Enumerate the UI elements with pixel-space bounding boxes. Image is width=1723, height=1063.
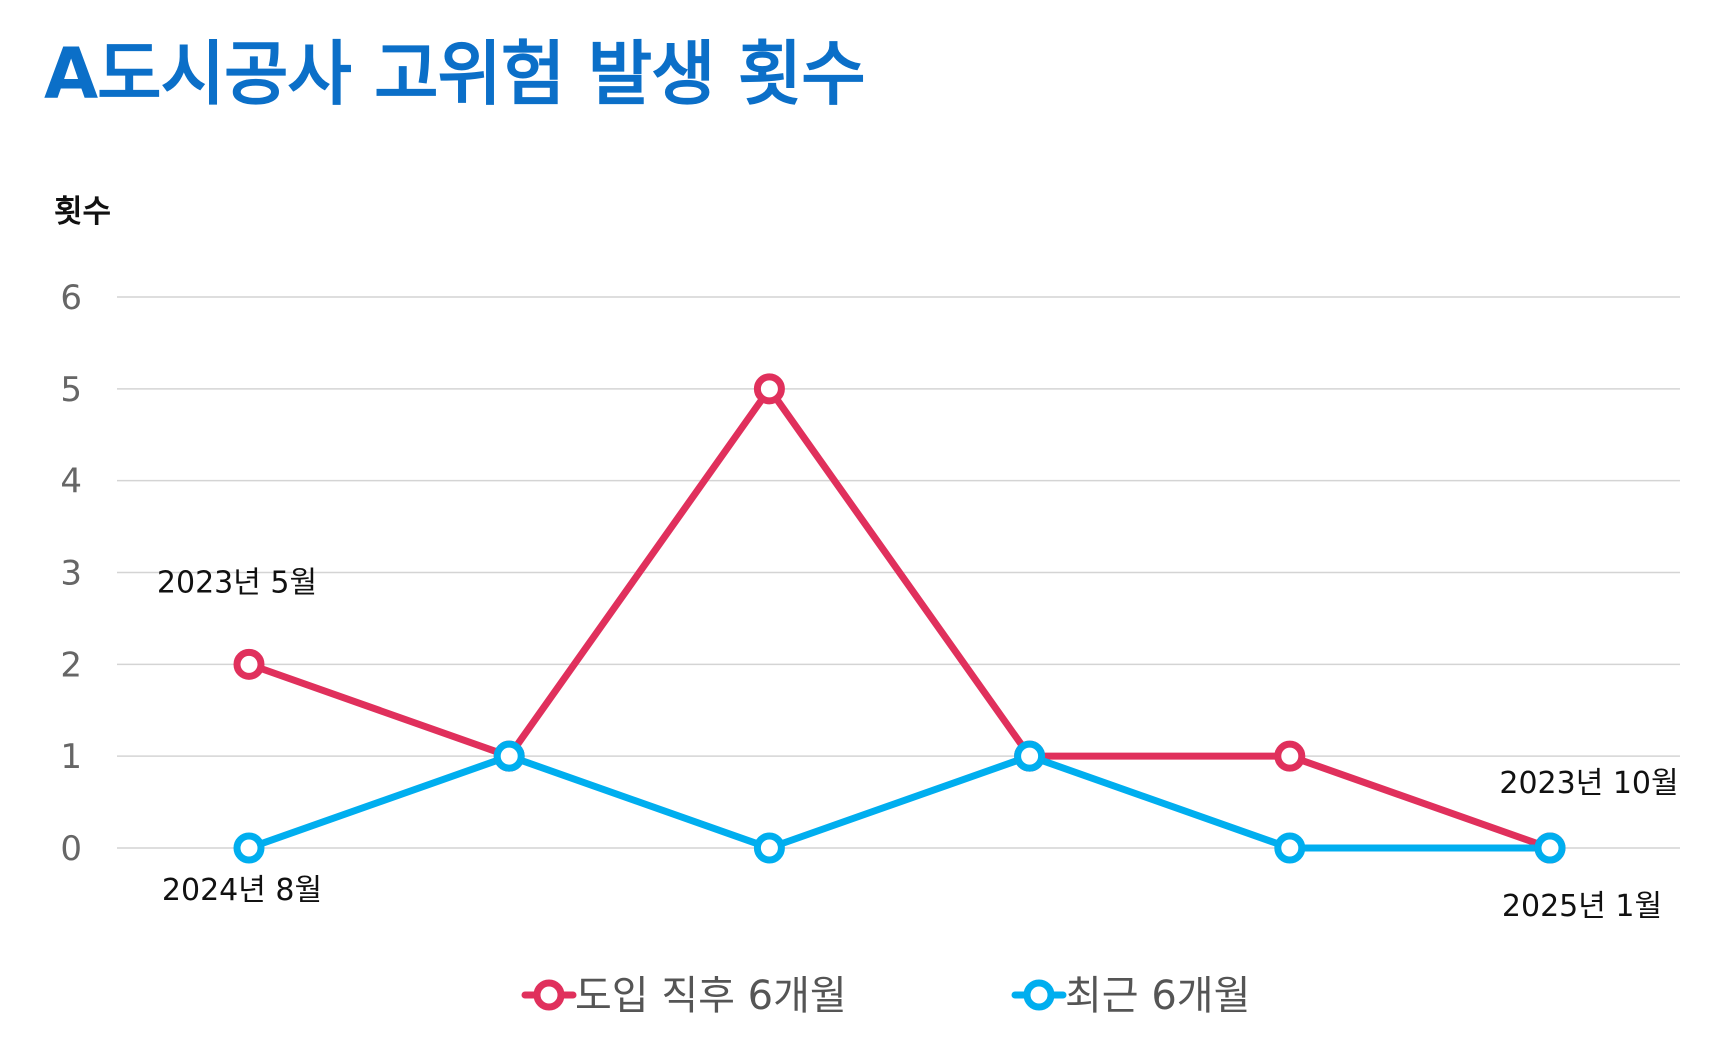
series-1-point-0[interactable]	[233, 832, 265, 864]
series-0-point-4[interactable]	[1274, 740, 1306, 772]
legend-marker-0	[533, 979, 565, 1011]
legend-label-0[interactable]: 도입 직후 6개월	[575, 973, 847, 1019]
series-lines	[245, 385, 1554, 852]
y-axis-label: 횟수	[54, 194, 112, 230]
y-tick-label-0: 0	[60, 829, 82, 869]
series-1-point-4[interactable]	[1274, 832, 1306, 864]
annotation-series-0-start: 2023년 5월	[157, 566, 317, 601]
annotation-series-1-start: 2024년 8월	[162, 873, 322, 908]
y-tick-label-5: 5	[60, 370, 82, 410]
series-1-point-1[interactable]	[493, 740, 525, 772]
y-tick-label-4: 4	[60, 462, 82, 502]
series-0-point-0[interactable]	[233, 648, 265, 680]
series-1-point-3[interactable]	[1014, 740, 1046, 772]
series-0-point-2[interactable]	[753, 373, 785, 405]
legend-marker-1	[1023, 979, 1055, 1011]
y-tick-label-6: 6	[60, 278, 82, 318]
legend: 도입 직후 6개월 최근 6개월	[521, 973, 1250, 1019]
y-tick-label-2: 2	[60, 645, 82, 685]
y-tick-label-1: 1	[60, 737, 82, 777]
series-1-point-5[interactable]	[1534, 832, 1566, 864]
series-line-1	[245, 752, 1554, 852]
annotation-series-1-end: 2025년 1월	[1502, 889, 1662, 924]
series-line-0	[245, 385, 1554, 852]
y-tick-label-3: 3	[60, 554, 82, 594]
annotations: 2023년 5월 2024년 8월 2023년 10월 2025년 1월	[157, 566, 1679, 925]
series-points	[233, 373, 1566, 864]
legend-label-1[interactable]: 최근 6개월	[1065, 973, 1250, 1019]
annotation-series-0-end: 2023년 10월	[1499, 766, 1678, 801]
chart-title: A도시공사 고위험 발생 횟수	[44, 33, 866, 115]
series-1-point-2[interactable]	[753, 832, 785, 864]
y-tick-labels: 0 1 2 3 4 5 6	[60, 278, 82, 869]
gridlines	[117, 296, 1680, 849]
